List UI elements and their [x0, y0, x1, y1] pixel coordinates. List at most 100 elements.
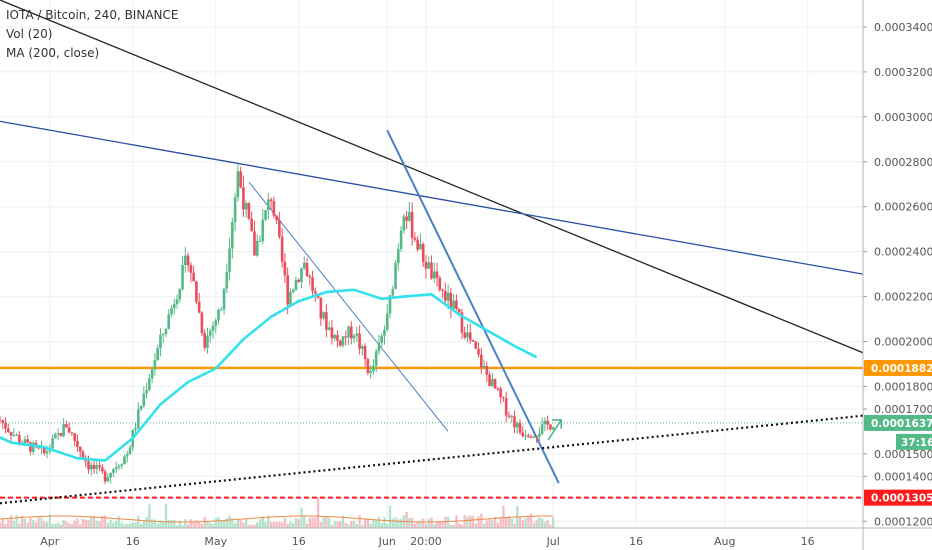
volume-bar	[549, 524, 552, 528]
volume-bar	[527, 516, 530, 528]
volume-ma-line	[0, 515, 554, 523]
volume-bar	[209, 522, 212, 528]
volume-bar	[167, 520, 170, 528]
trendline-dotted-support[interactable]	[0, 414, 864, 505]
candle-body	[95, 465, 99, 469]
volume-bar	[419, 520, 422, 528]
candle-body	[125, 454, 129, 457]
volume-bar	[463, 515, 466, 528]
candle-body	[308, 276, 312, 278]
volume-bar	[90, 516, 93, 528]
trendline-steep-blue[interactable]	[386, 129, 560, 484]
volume-bar	[84, 519, 87, 528]
candle-body	[217, 309, 220, 321]
candle-body	[372, 365, 375, 372]
candle-body	[325, 312, 328, 330]
volume-bar	[289, 521, 292, 528]
candle-body	[56, 433, 60, 435]
candle-body	[31, 442, 35, 452]
candle-body	[6, 428, 10, 432]
volume-bar	[18, 523, 21, 528]
candle-body	[286, 275, 289, 305]
volume-bar	[236, 518, 240, 528]
candle-body	[405, 216, 408, 221]
badge-support-bg[interactable]	[864, 489, 932, 506]
candle-body	[233, 197, 237, 222]
badge-resistance-bg[interactable]	[864, 359, 932, 376]
badge-current-price-bg[interactable]	[864, 414, 932, 431]
volume-bar	[283, 518, 287, 528]
volume-bar	[56, 522, 60, 528]
volume-bar	[427, 518, 430, 528]
candle-body	[518, 423, 522, 433]
candle-body	[477, 348, 480, 355]
candle-body	[408, 212, 411, 221]
volume-bar	[161, 521, 165, 528]
volume-bar	[341, 515, 345, 528]
badge-timer: 37:16	[901, 437, 932, 449]
legend-ma[interactable]: MA (200, close)	[6, 46, 100, 60]
trendline-descending-blue[interactable]	[0, 120, 864, 275]
candle-body	[507, 415, 511, 417]
candle-body	[502, 397, 505, 399]
volume-bar	[87, 520, 90, 528]
volume-bar	[386, 523, 389, 528]
volume-bar	[316, 496, 320, 528]
trendline-thin-blue[interactable]	[248, 181, 449, 432]
volume-bar	[510, 518, 513, 528]
volume-bar	[538, 517, 541, 528]
candle-body	[45, 451, 49, 454]
candle-body	[341, 336, 345, 346]
candle-body	[255, 241, 259, 256]
candle-body	[192, 272, 195, 282]
volume-bar	[408, 517, 411, 528]
volume-bar	[45, 522, 49, 528]
candle-body	[181, 264, 184, 290]
candle-body	[253, 231, 256, 256]
candle-body	[261, 219, 265, 241]
volume-bar	[397, 519, 400, 528]
badge-support[interactable]: 0.00013051	[871, 493, 932, 505]
candle-body	[385, 313, 389, 330]
candle-body	[391, 288, 395, 296]
candle-body	[278, 220, 281, 237]
badge-resistance[interactable]: 0.00018823	[871, 363, 932, 375]
candle-body	[466, 332, 469, 338]
candle-body	[153, 360, 157, 370]
legend-volume[interactable]: Vol (20)	[6, 27, 53, 41]
volume-bar	[40, 517, 43, 528]
candle-body	[87, 461, 90, 470]
volume-bar	[250, 524, 253, 528]
candle-body	[499, 388, 502, 398]
volume-bar	[372, 519, 375, 528]
candle-body	[242, 187, 245, 210]
volume-bar	[153, 519, 157, 528]
legend-symbol[interactable]: IOTA / Bitcoin, 240, BINANCE	[6, 8, 179, 22]
candle-body	[164, 328, 168, 335]
volume-bar	[222, 520, 226, 528]
volume-bar	[139, 523, 143, 528]
x-tick-label: 16	[126, 535, 140, 548]
candle-body	[228, 248, 231, 272]
candle-body	[23, 439, 27, 445]
candle-body	[175, 299, 179, 305]
volume-bar	[175, 524, 179, 528]
volume-bar	[244, 518, 248, 528]
volume-bar	[455, 515, 458, 528]
candle-body	[203, 333, 206, 348]
volume-bar	[120, 522, 123, 528]
volume-bar	[264, 521, 267, 528]
volume-bar	[278, 521, 281, 528]
volume-bar	[521, 520, 524, 528]
badge-current-price[interactable]: 0.00016377	[871, 418, 932, 430]
ma200-line[interactable]	[0, 288, 538, 462]
volume-bar	[101, 516, 104, 528]
candle-body	[474, 341, 478, 349]
trendline-descending-black[interactable]	[0, 0, 864, 354]
